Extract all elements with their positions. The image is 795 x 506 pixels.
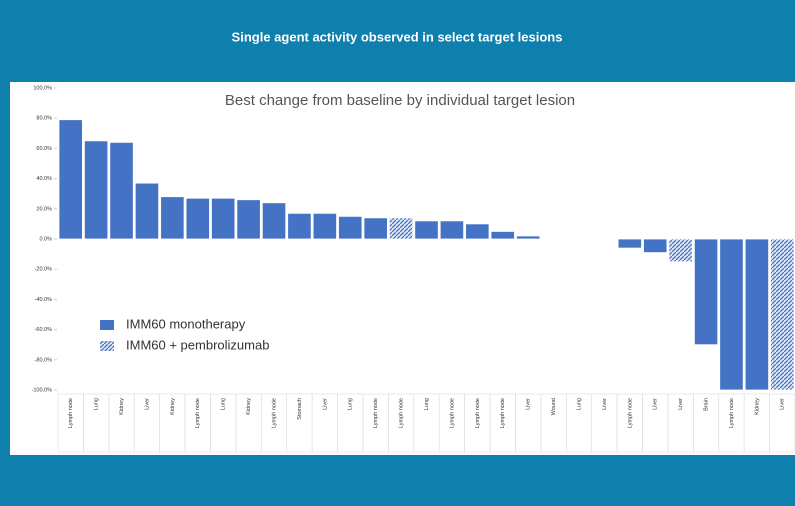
chart-panel xyxy=(10,82,795,455)
x-tick-label: Lymph node xyxy=(449,398,455,428)
y-tick-label: 60.0% xyxy=(36,146,52,152)
x-tick-label: Liver xyxy=(678,398,684,410)
legend-swatch xyxy=(100,320,114,330)
x-tick-label: Lung xyxy=(348,398,354,410)
x-tick-label: Lung xyxy=(576,398,582,410)
x-tick-label: Lymph node xyxy=(627,398,633,428)
x-tick-label: Liver xyxy=(526,398,532,410)
y-tick-label: 40.0% xyxy=(36,176,52,182)
bar xyxy=(160,196,185,240)
x-tick-label: Liver xyxy=(602,398,608,410)
x-tick-label: Lung xyxy=(221,398,227,410)
bar xyxy=(84,140,109,240)
bar xyxy=(134,182,160,240)
x-tick-label: Kidney xyxy=(754,398,760,415)
y-tick-label: -80.0% xyxy=(35,357,53,363)
x-tick-label: Stomach xyxy=(297,398,303,420)
legend-swatch xyxy=(100,341,114,351)
bar xyxy=(668,238,693,263)
bar xyxy=(439,220,465,240)
bar xyxy=(211,197,236,240)
x-tick-label: Lymph node xyxy=(68,398,74,428)
bar xyxy=(236,199,261,240)
x-tick-label: Lymph node xyxy=(271,398,277,428)
x-tick-label: Kidney xyxy=(170,398,176,415)
chart-title: Best change from baseline by individual … xyxy=(225,92,575,109)
bar xyxy=(490,231,515,240)
bar xyxy=(693,238,719,346)
y-tick-label: 0.0% xyxy=(39,236,52,242)
x-tick-label: Kidney xyxy=(246,398,252,415)
legend-label: IMM60 + pembrolizumab xyxy=(126,337,269,352)
x-tick-label: Liver xyxy=(780,398,786,410)
x-tick-label: Liver xyxy=(144,398,150,410)
bar xyxy=(363,217,388,240)
bar xyxy=(58,119,83,240)
y-tick-label: -20.0% xyxy=(35,267,53,273)
x-tick-label: Wound xyxy=(551,398,557,415)
bar xyxy=(185,197,210,240)
bar xyxy=(770,238,795,391)
bar xyxy=(617,238,642,249)
bar xyxy=(465,223,490,240)
x-tick-label: Lymph node xyxy=(729,398,735,428)
x-tick-label: Lymph node xyxy=(373,398,379,428)
x-tick-label: Lymph node xyxy=(475,398,481,428)
slide-title: Single agent activity observed in select… xyxy=(232,29,563,44)
bar xyxy=(261,202,287,240)
y-tick-label: -100.0% xyxy=(32,387,53,393)
bar xyxy=(338,215,363,240)
bar xyxy=(287,212,312,240)
x-tick-label: Lymph node xyxy=(399,398,405,428)
y-tick-label: 80.0% xyxy=(36,116,52,122)
bar xyxy=(109,141,134,240)
bar xyxy=(388,217,414,240)
x-tick-label: Liver xyxy=(322,398,328,410)
x-tick-label: Liver xyxy=(653,398,659,410)
y-tick-label: 20.0% xyxy=(36,206,52,212)
x-tick-label: Lymph node xyxy=(500,398,506,428)
bar xyxy=(414,220,439,240)
bar xyxy=(719,238,744,391)
bar xyxy=(643,238,668,253)
x-tick-label: Lung xyxy=(94,398,100,410)
bar xyxy=(312,212,337,240)
x-tick-label: Brain xyxy=(704,398,710,411)
y-tick-label: -60.0% xyxy=(35,327,53,333)
x-tick-label: Lymph node xyxy=(195,398,201,428)
legend-label: IMM60 monotherapy xyxy=(126,316,246,331)
y-tick-label: -40.0% xyxy=(35,297,53,303)
y-tick-label: 100.0% xyxy=(33,85,52,91)
bar xyxy=(516,235,541,240)
x-tick-label: Lung xyxy=(424,398,430,410)
x-tick-label: Kidney xyxy=(119,398,125,415)
bar xyxy=(744,238,769,391)
